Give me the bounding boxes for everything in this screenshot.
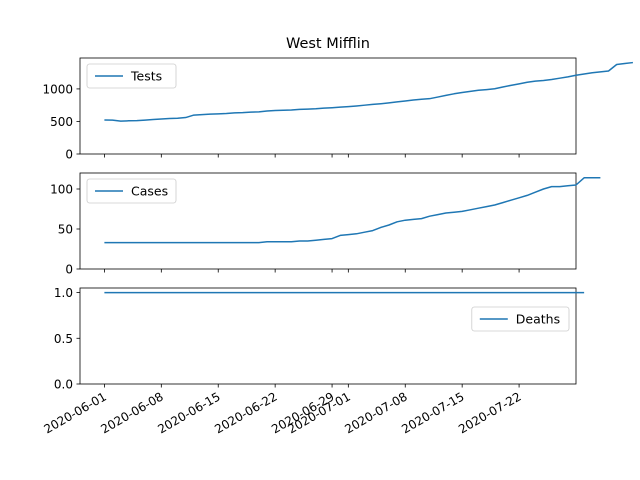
y-tick-label-cases: 100 bbox=[50, 183, 73, 197]
y-tick-label-deaths: 0.0 bbox=[54, 378, 73, 392]
legend-box-cases bbox=[86, 178, 177, 204]
series-line-tests bbox=[104, 61, 634, 122]
y-tick-label-deaths: 1.0 bbox=[54, 286, 73, 300]
axes-frame-tests bbox=[79, 57, 577, 155]
y-tick-label-tests: 500 bbox=[50, 115, 73, 129]
x-tick-label: 2020-07-15 bbox=[399, 389, 466, 436]
y-tick-label-deaths: 0.5 bbox=[54, 332, 73, 346]
axes-frame-cases bbox=[79, 172, 577, 270]
legend-box-tests bbox=[86, 63, 177, 89]
chart-title: West Mifflin bbox=[286, 36, 370, 52]
x-tick-label: 2020-06-01 bbox=[41, 389, 108, 436]
y-tick-label-cases: 50 bbox=[58, 223, 73, 237]
legend-label-cases: Cases bbox=[131, 184, 168, 199]
y-tick-label-cases: 0 bbox=[65, 263, 73, 277]
axes-frame-deaths bbox=[79, 287, 577, 385]
x-tick-label: 2020-06-22 bbox=[212, 389, 279, 436]
x-tick-label: 2020-06-15 bbox=[155, 389, 222, 436]
x-tick-label: 2020-07-08 bbox=[342, 389, 409, 436]
legend-label-deaths: Deaths bbox=[516, 312, 560, 327]
y-tick-label-tests: 0 bbox=[65, 148, 73, 162]
legend-label-tests: Tests bbox=[130, 69, 162, 84]
series-line-cases bbox=[104, 177, 601, 244]
y-tick-label-tests: 1000 bbox=[42, 82, 73, 96]
x-tick-label: 2020-06-08 bbox=[98, 389, 165, 436]
x-tick-label: 2020-07-22 bbox=[456, 389, 523, 436]
legend-box-deaths bbox=[471, 306, 570, 332]
